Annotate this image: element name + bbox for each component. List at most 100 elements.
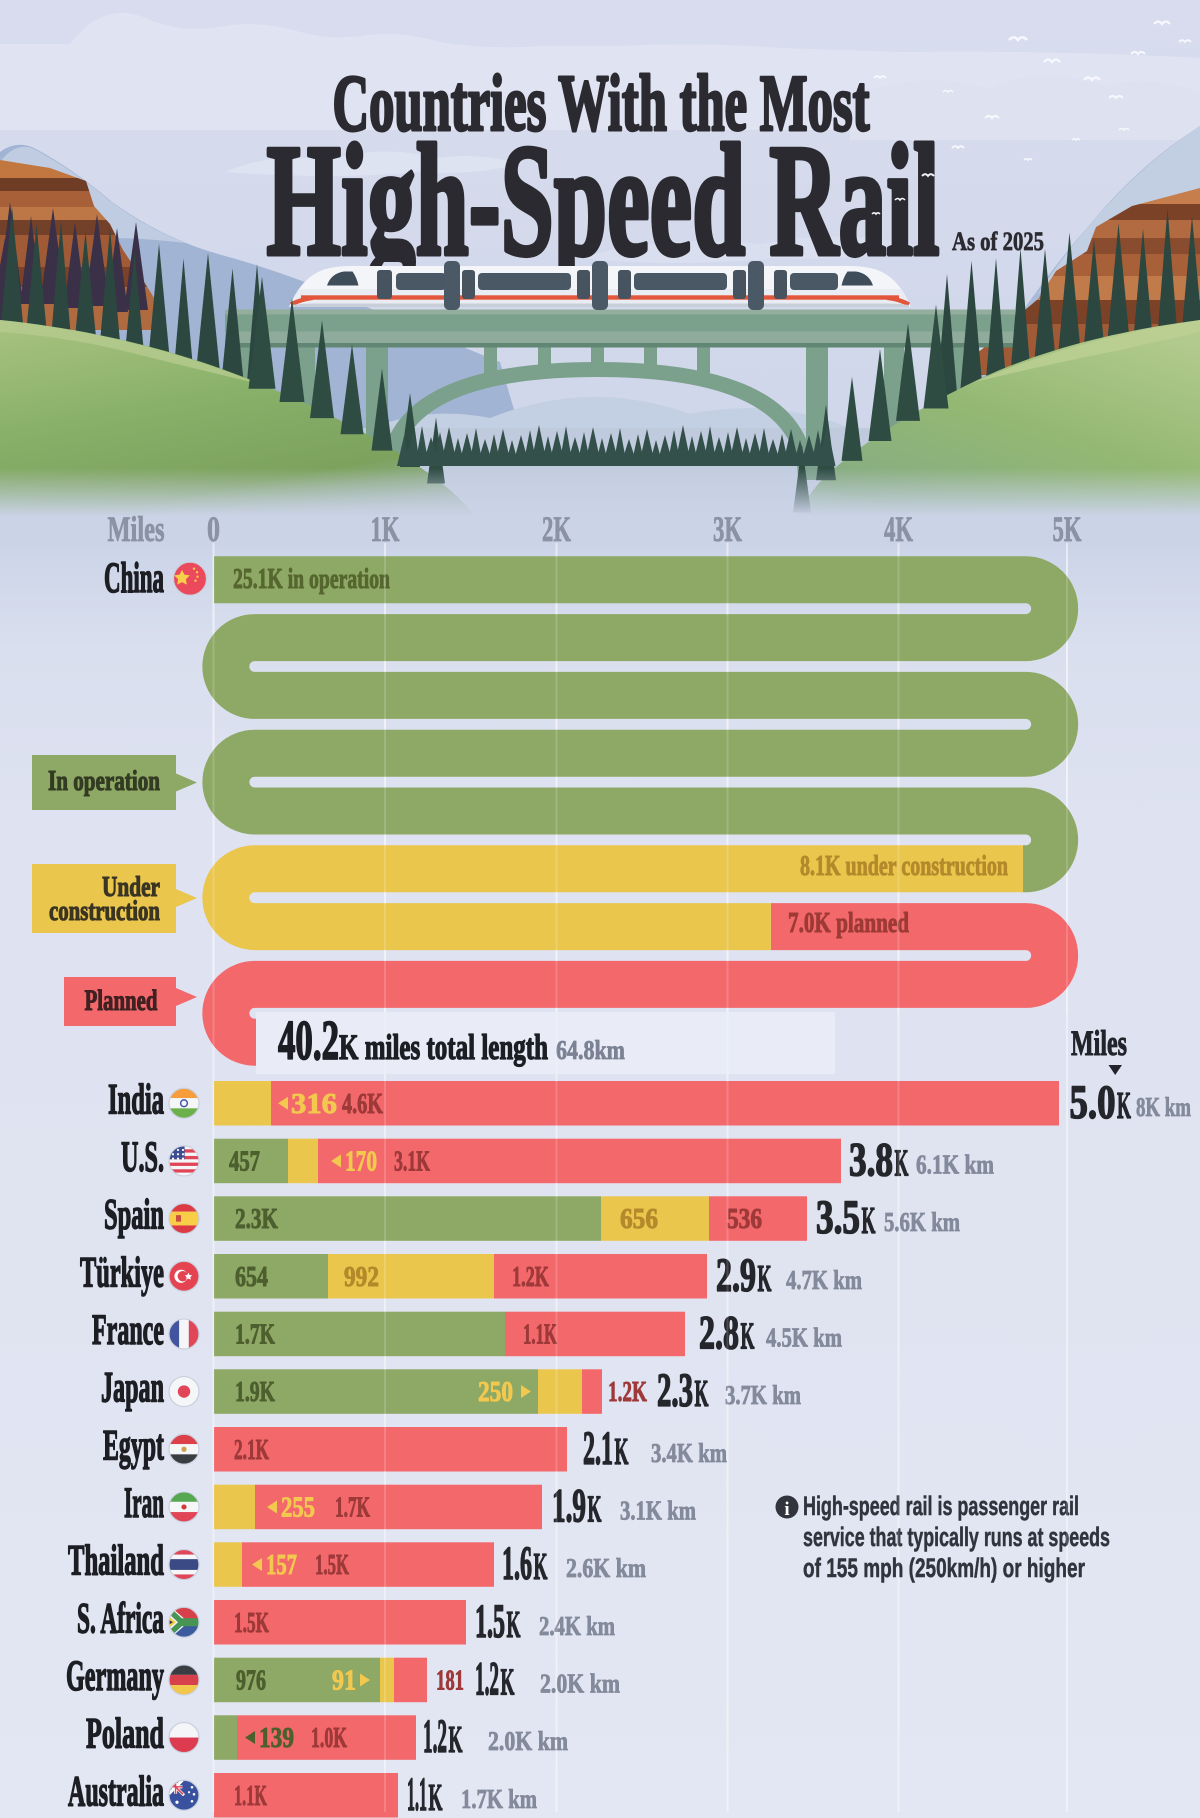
svg-text:157: 157 xyxy=(266,1550,297,1581)
svg-text:457: 457 xyxy=(229,1146,260,1177)
svg-text:64.8km: 64.8km xyxy=(556,1035,625,1065)
svg-text:3.1K: 3.1K xyxy=(394,1146,430,1177)
svg-text:1.2: 1.2 xyxy=(475,1652,499,1705)
svg-text:3.7K km: 3.7K km xyxy=(725,1380,801,1410)
svg-text:25.1K in operation: 25.1K in operation xyxy=(233,564,390,595)
svg-text:As of 2025: As of 2025 xyxy=(952,227,1044,256)
svg-text:Türkiye: Türkiye xyxy=(80,1249,164,1296)
svg-text:181: 181 xyxy=(436,1665,464,1696)
svg-text:1.5: 1.5 xyxy=(475,1595,505,1648)
svg-text:Planned: Planned xyxy=(85,984,158,1017)
svg-text:3.8: 3.8 xyxy=(849,1133,893,1186)
svg-text:4.7K km: 4.7K km xyxy=(786,1265,862,1295)
svg-text:3.4K km: 3.4K km xyxy=(651,1438,727,1468)
svg-text:1K: 1K xyxy=(371,509,400,549)
svg-text:1.2K: 1.2K xyxy=(608,1377,647,1408)
svg-text:Miles: Miles xyxy=(1071,1023,1127,1063)
svg-text:2.6K km: 2.6K km xyxy=(566,1553,646,1583)
svg-text:K: K xyxy=(758,1258,772,1300)
svg-text:6.1K km: 6.1K km xyxy=(916,1149,994,1179)
svg-text:7.0K planned: 7.0K planned xyxy=(788,908,909,939)
svg-text:2.1: 2.1 xyxy=(583,1422,613,1475)
svg-text:8.1K under construction: 8.1K under construction xyxy=(800,851,1008,882)
svg-text:K: K xyxy=(449,1719,463,1761)
svg-text:992: 992 xyxy=(344,1262,379,1293)
svg-text:1.1K: 1.1K xyxy=(523,1319,557,1350)
svg-text:656: 656 xyxy=(620,1204,658,1235)
svg-text:2.3K: 2.3K xyxy=(235,1204,278,1235)
svg-text:139: 139 xyxy=(259,1723,294,1754)
svg-text:K: K xyxy=(1117,1085,1131,1127)
svg-text:K: K xyxy=(501,1661,515,1703)
svg-text:K: K xyxy=(429,1777,443,1818)
svg-text:K: K xyxy=(588,1488,602,1530)
svg-text:1.5K: 1.5K xyxy=(234,1608,269,1639)
svg-text:654: 654 xyxy=(235,1262,268,1293)
svg-text:3.5: 3.5 xyxy=(816,1191,860,1244)
svg-text:4.5K km: 4.5K km xyxy=(766,1322,842,1352)
svg-text:of 155 mph (250km/h) or higher: of 155 mph (250km/h) or higher xyxy=(803,1553,1085,1583)
svg-text:3K: 3K xyxy=(713,509,742,549)
svg-text:K: K xyxy=(741,1315,755,1357)
svg-text:In operation: In operation xyxy=(48,765,160,797)
svg-text:316: 316 xyxy=(291,1089,337,1120)
svg-text:8K km: 8K km xyxy=(1136,1092,1191,1122)
svg-text:1.2K: 1.2K xyxy=(512,1262,549,1293)
svg-text:China: China xyxy=(104,555,164,602)
svg-text:K: K xyxy=(615,1431,629,1473)
svg-text:K: K xyxy=(895,1142,909,1184)
svg-text:255: 255 xyxy=(281,1492,315,1523)
svg-text:2.0K km: 2.0K km xyxy=(488,1726,568,1756)
svg-text:Australia: Australia xyxy=(68,1768,164,1815)
svg-text:Germany: Germany xyxy=(66,1653,164,1700)
svg-text:2.0K km: 2.0K km xyxy=(540,1668,620,1698)
svg-text:K: K xyxy=(507,1604,521,1646)
svg-text:Spain: Spain xyxy=(104,1192,164,1239)
svg-text:2.1K: 2.1K xyxy=(234,1435,269,1466)
svg-text:S. Africa: S. Africa xyxy=(77,1595,164,1642)
svg-text:5.6K km: 5.6K km xyxy=(884,1207,960,1237)
svg-text:536: 536 xyxy=(727,1204,762,1235)
svg-text:Under: Under xyxy=(102,871,160,903)
svg-text:1.1K: 1.1K xyxy=(234,1781,267,1812)
svg-text:1.5K: 1.5K xyxy=(315,1550,349,1581)
svg-text:170: 170 xyxy=(345,1146,377,1177)
svg-text:construction: construction xyxy=(49,895,160,927)
svg-text:1.0K: 1.0K xyxy=(311,1723,347,1754)
svg-text:91: 91 xyxy=(332,1665,356,1696)
svg-text:K: K xyxy=(862,1200,876,1242)
svg-text:3.1K km: 3.1K km xyxy=(620,1495,696,1525)
svg-text:India: India xyxy=(108,1076,164,1123)
svg-text:0: 0 xyxy=(207,509,220,549)
svg-text:1.9K: 1.9K xyxy=(235,1377,275,1408)
svg-text:Poland: Poland xyxy=(86,1711,164,1758)
svg-text:1.1: 1.1 xyxy=(407,1768,427,1818)
svg-text:1.6: 1.6 xyxy=(502,1537,532,1590)
svg-text:K: K xyxy=(534,1546,548,1588)
svg-text:Japan: Japan xyxy=(101,1365,164,1412)
svg-text:2.4K km: 2.4K km xyxy=(539,1611,615,1641)
svg-text:Thailand: Thailand xyxy=(68,1538,164,1585)
svg-text:High-speed rail is passenger r: High-speed rail is passenger rail xyxy=(803,1491,1079,1521)
svg-text:1.2: 1.2 xyxy=(423,1710,447,1763)
svg-text:Iran: Iran xyxy=(124,1480,164,1527)
svg-text:2.8: 2.8 xyxy=(699,1306,739,1359)
svg-text:250: 250 xyxy=(478,1377,513,1408)
svg-text:40.2: 40.2 xyxy=(278,1010,339,1072)
svg-text:i: i xyxy=(784,1499,789,1520)
svg-text:976: 976 xyxy=(236,1665,266,1696)
svg-text:5.0: 5.0 xyxy=(1070,1076,1116,1129)
svg-text:France: France xyxy=(92,1307,164,1354)
svg-text:1.7K: 1.7K xyxy=(335,1492,370,1523)
svg-text:4.6K: 4.6K xyxy=(342,1089,383,1120)
svg-text:5K: 5K xyxy=(1053,509,1082,549)
svg-text:2K: 2K xyxy=(542,509,571,549)
svg-text:service that typically runs at: service that typically runs at speeds xyxy=(803,1522,1110,1552)
svg-text:U.S.: U.S. xyxy=(121,1134,164,1181)
svg-text:2.3: 2.3 xyxy=(657,1364,693,1417)
svg-text:1.7K km: 1.7K km xyxy=(461,1784,537,1814)
svg-text:4K: 4K xyxy=(884,509,913,549)
svg-text:K: K xyxy=(695,1373,709,1415)
svg-text:Countries With the Most: Countries With the Most xyxy=(333,60,870,148)
svg-text:1.7K: 1.7K xyxy=(235,1319,275,1350)
